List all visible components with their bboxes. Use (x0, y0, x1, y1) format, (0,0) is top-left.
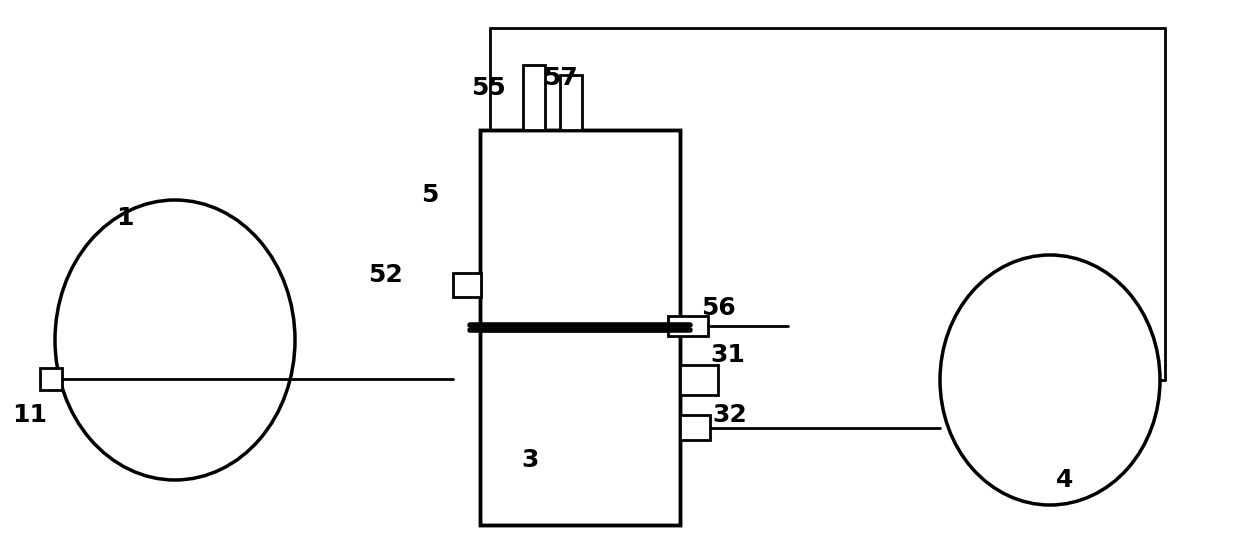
Text: 32: 32 (712, 403, 747, 427)
Ellipse shape (940, 255, 1160, 505)
Bar (523, 65, 545, 130)
Text: 56: 56 (700, 296, 736, 320)
Text: 55: 55 (471, 76, 506, 100)
Text: 5: 5 (421, 183, 439, 207)
Bar (40, 368, 62, 390)
Text: 1: 1 (116, 206, 134, 230)
Text: 52: 52 (368, 263, 403, 287)
Text: 11: 11 (12, 403, 47, 427)
Bar (479, 130, 680, 325)
Bar (560, 75, 582, 130)
Text: 3: 3 (522, 448, 539, 472)
Bar (470, 325, 690, 330)
Text: 4: 4 (1057, 468, 1074, 492)
Bar (680, 365, 717, 395)
Bar (479, 330, 680, 525)
Ellipse shape (55, 200, 295, 480)
Bar (680, 415, 710, 440)
Bar (453, 273, 481, 297)
Bar (479, 330, 680, 525)
Text: 57: 57 (543, 66, 577, 90)
Text: 31: 31 (710, 343, 746, 367)
Bar (479, 130, 680, 325)
Bar (668, 316, 707, 336)
